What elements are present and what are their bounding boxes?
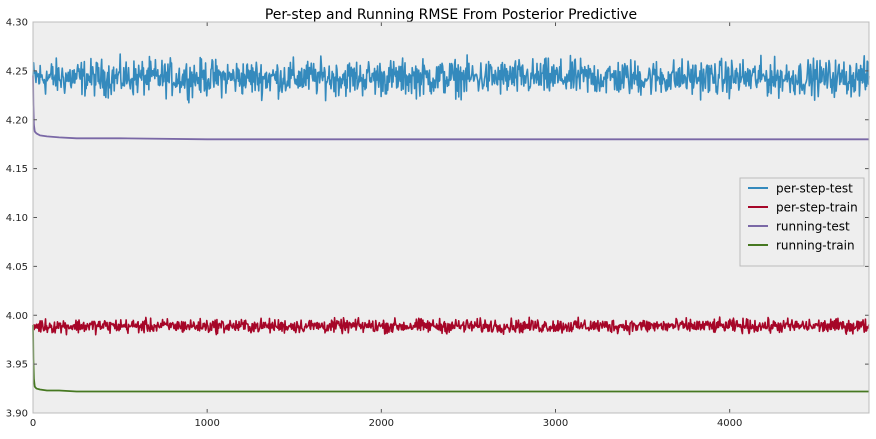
series-line-running-train [32,325,869,393]
y-tick-label: 4.10 [6,213,28,224]
legend-label-running-train: running-train [776,239,855,253]
series-line-running-test [32,75,869,141]
legend-label-running-test: running-test [776,220,850,234]
y-tick-label: 4.15 [6,164,28,175]
y-tick-label: 4.20 [6,115,28,126]
chart-title: Per-step and Running RMSE From Posterior… [265,7,637,23]
y-tick-label: 3.90 [6,409,28,420]
legend-box [739,177,865,267]
legend-label-per-step-train: per-step-train [776,201,858,215]
series-line-per-step-test [32,53,870,104]
y-tick-label: 3.95 [6,360,28,371]
y-tick-label: 4.00 [6,311,28,322]
y-tick-label: 4.25 [6,66,28,77]
x-tick-label: 3000 [543,418,568,429]
x-tick-label: 4000 [717,418,742,429]
legend: per-step-test per-step-train running-test r… [739,177,865,267]
plot-frame [32,21,870,414]
y-tick-label: 4.30 [6,18,28,29]
axis-layer: 3.90 3.95 4.00 4.05 4.10 4.15 4.20 4.25 4.30 0 100… [6,18,869,429]
y-tick-label: 4.05 [6,262,28,273]
series-layer [32,53,870,393]
legend-label-per-step-test: per-step-test [776,182,853,196]
x-tick-label: 2000 [369,418,394,429]
x-tick-label: 1000 [194,418,219,429]
series-line-per-step-train [32,316,870,336]
x-tick-label: 0 [30,418,36,429]
